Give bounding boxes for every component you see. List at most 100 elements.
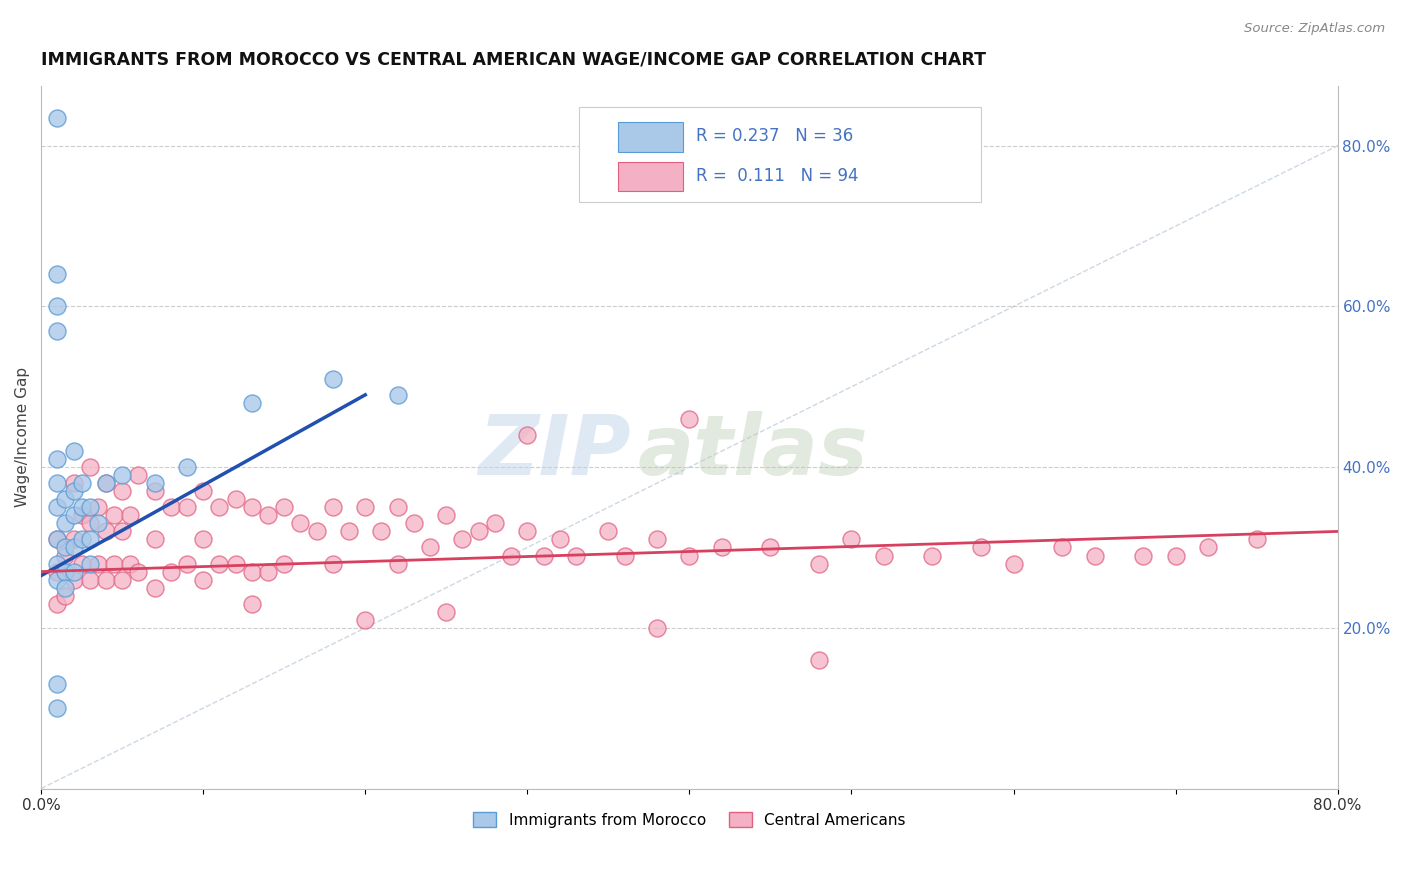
Point	[111, 524, 134, 539]
Point	[62, 533, 84, 547]
Point	[613, 549, 636, 563]
Point	[103, 508, 125, 523]
Text: ZIP: ZIP	[478, 410, 631, 491]
Point	[434, 508, 457, 523]
Point	[176, 557, 198, 571]
Point	[484, 516, 506, 531]
Point	[94, 476, 117, 491]
Point	[808, 557, 831, 571]
Point	[46, 476, 69, 491]
Point	[678, 549, 700, 563]
Point	[159, 565, 181, 579]
Point	[225, 557, 247, 571]
Bar	[619, 162, 683, 192]
Point	[111, 573, 134, 587]
Text: IMMIGRANTS FROM MOROCCO VS CENTRAL AMERICAN WAGE/INCOME GAP CORRELATION CHART: IMMIGRANTS FROM MOROCCO VS CENTRAL AMERI…	[41, 51, 986, 69]
Point	[208, 500, 231, 515]
Point	[370, 524, 392, 539]
FancyBboxPatch shape	[579, 107, 981, 202]
Point	[46, 324, 69, 338]
Point	[387, 388, 409, 402]
Point	[193, 484, 215, 499]
Point	[322, 500, 344, 515]
Text: Source: ZipAtlas.com: Source: ZipAtlas.com	[1244, 22, 1385, 36]
Point	[193, 573, 215, 587]
Point	[451, 533, 474, 547]
Point	[79, 460, 101, 475]
Text: R =  0.111   N = 94: R = 0.111 N = 94	[696, 167, 858, 185]
Point	[176, 460, 198, 475]
Point	[79, 516, 101, 531]
Point	[46, 300, 69, 314]
Point	[548, 533, 571, 547]
Point	[970, 541, 993, 555]
Point	[501, 549, 523, 563]
Point	[46, 111, 69, 125]
Point	[87, 557, 110, 571]
Point	[79, 557, 101, 571]
Point	[322, 557, 344, 571]
Point	[70, 500, 93, 515]
Point	[1246, 533, 1268, 547]
Point	[808, 653, 831, 667]
Point	[111, 468, 134, 483]
Point	[143, 581, 166, 595]
Point	[841, 533, 863, 547]
Point	[1132, 549, 1154, 563]
Point	[143, 476, 166, 491]
Point	[354, 500, 377, 515]
Point	[290, 516, 312, 531]
Point	[598, 524, 620, 539]
Point	[46, 701, 69, 715]
Point	[55, 541, 77, 555]
Point	[143, 484, 166, 499]
Point	[240, 597, 263, 611]
Point	[62, 444, 84, 458]
Point	[533, 549, 555, 563]
Point	[240, 565, 263, 579]
Point	[1197, 541, 1219, 555]
Point	[759, 541, 782, 555]
Point	[94, 573, 117, 587]
Point	[387, 557, 409, 571]
Point	[565, 549, 588, 563]
Point	[62, 541, 84, 555]
Point	[62, 573, 84, 587]
Point	[70, 476, 93, 491]
Point	[103, 557, 125, 571]
Point	[55, 549, 77, 563]
Point	[46, 500, 69, 515]
Legend: Immigrants from Morocco, Central Americans: Immigrants from Morocco, Central America…	[467, 805, 911, 834]
Point	[434, 605, 457, 619]
Point	[55, 565, 77, 579]
Point	[337, 524, 360, 539]
Point	[257, 508, 280, 523]
Point	[87, 516, 110, 531]
Point	[62, 484, 84, 499]
Point	[240, 396, 263, 410]
Bar	[619, 122, 683, 152]
Point	[143, 533, 166, 547]
Point	[225, 492, 247, 507]
Point	[55, 589, 77, 603]
Point	[921, 549, 943, 563]
Point	[62, 476, 84, 491]
Point	[70, 533, 93, 547]
Point	[70, 508, 93, 523]
Point	[402, 516, 425, 531]
Point	[645, 533, 668, 547]
Point	[46, 565, 69, 579]
Point	[1002, 557, 1025, 571]
Point	[87, 500, 110, 515]
Point	[273, 500, 295, 515]
Point	[55, 492, 77, 507]
Point	[1050, 541, 1073, 555]
Point	[46, 533, 69, 547]
Point	[127, 565, 149, 579]
Point	[257, 565, 280, 579]
Point	[322, 372, 344, 386]
Point	[46, 452, 69, 467]
Point	[387, 500, 409, 515]
Point	[46, 677, 69, 691]
Point	[193, 533, 215, 547]
